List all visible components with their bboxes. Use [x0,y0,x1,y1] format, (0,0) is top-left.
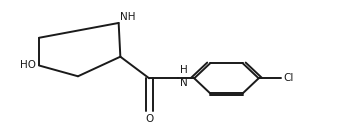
Text: O: O [145,114,153,124]
Text: NH: NH [120,12,136,22]
Text: N: N [180,78,187,88]
Text: HO: HO [20,60,36,70]
Text: Cl: Cl [283,73,294,83]
Text: H: H [180,65,187,75]
